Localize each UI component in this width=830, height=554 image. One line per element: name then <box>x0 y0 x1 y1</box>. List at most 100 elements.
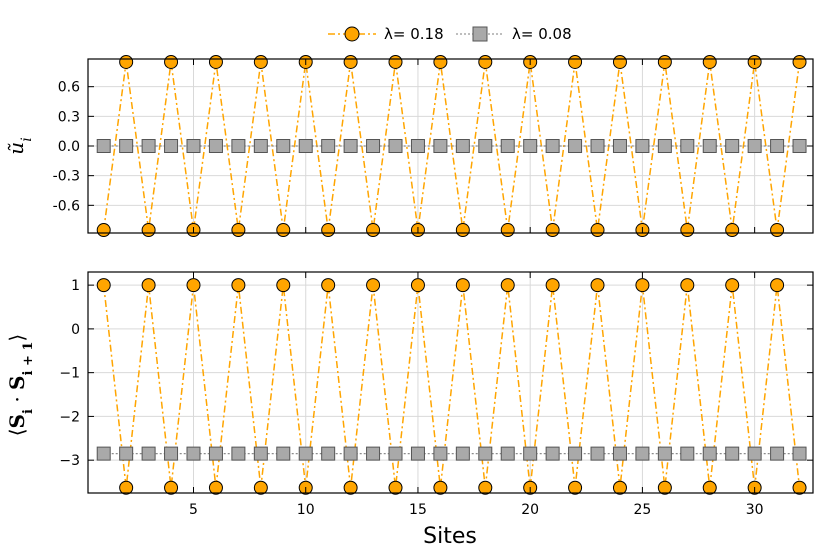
bottom-s1-point-26 <box>657 480 672 495</box>
top-s2-point-18 <box>478 139 493 153</box>
bottom-s1-point-1 <box>96 278 111 293</box>
legend-label-2: λ= 0.08 <box>512 25 572 43</box>
top-s1-point-28 <box>702 54 717 69</box>
legend: λ= 0.18 λ= 0.08 <box>328 25 572 43</box>
bottom-s2-point-30 <box>747 446 762 461</box>
top-s1-point-31 <box>770 223 785 238</box>
legend-label-1: λ= 0.18 <box>384 25 444 43</box>
bottom-s2-point-26 <box>657 446 672 461</box>
bottom-s2-point-13 <box>366 446 381 461</box>
top-s2-point-10 <box>298 139 313 153</box>
bottom-s1-point-21 <box>545 278 560 293</box>
top-s2-point-14 <box>388 139 403 153</box>
top-s1-point-1 <box>96 223 111 238</box>
bottom-s2-point-9 <box>276 446 291 461</box>
bottom-ytick-label-1: −2 <box>59 409 80 425</box>
top-s2-point-25 <box>635 139 650 153</box>
bottom-s2-point-19 <box>500 446 515 461</box>
top-s1-point-11 <box>321 223 336 238</box>
bottom-s2-point-32 <box>792 446 807 461</box>
bottom-s2-point-21 <box>545 446 560 461</box>
bottom-s1-point-3 <box>141 278 156 293</box>
bottom-s1-point-22 <box>568 480 583 495</box>
bottom-s1-point-13 <box>366 278 381 293</box>
top-s2-point-13 <box>366 139 381 153</box>
top-s2-point-7 <box>231 139 246 153</box>
bottom-s1-point-27 <box>680 278 695 293</box>
bottom-s2-point-11 <box>321 446 336 461</box>
bottom-xtick-label-20: 20 <box>521 502 539 518</box>
top-s2-point-9 <box>276 139 291 153</box>
top-s2-point-22 <box>568 139 583 153</box>
bottom-xtick-label-10: 10 <box>297 502 315 518</box>
bottom-s2-point-18 <box>478 446 493 461</box>
top-s2-point-30 <box>747 139 762 153</box>
top-panel-ticks: -0.6 -0.3 0.0 0.3 0.6 <box>53 59 813 233</box>
bottom-panel-series <box>96 278 807 495</box>
top-s1-point-3 <box>141 223 156 238</box>
top-s1-point-32 <box>792 54 807 69</box>
bottom-xtick-label-30: 30 <box>746 502 764 518</box>
top-s1-point-23 <box>590 223 605 238</box>
bottom-s2-point-14 <box>388 446 403 461</box>
bottom-s1-point-29 <box>725 278 740 293</box>
x-axis-title: Sites <box>423 524 477 549</box>
bottom-s2-point-17 <box>455 446 470 461</box>
top-ytick-label-0: -0.6 <box>53 198 80 214</box>
bottom-s1-point-19 <box>500 278 515 293</box>
bottom-xtick-label-25: 25 <box>633 502 651 518</box>
bottom-s1-point-23 <box>590 278 605 293</box>
top-s1-point-8 <box>253 54 268 69</box>
bottom-s1-point-4 <box>164 480 179 495</box>
top-s2-point-12 <box>343 139 358 153</box>
bottom-s1-point-15 <box>410 278 425 293</box>
top-s2-point-27 <box>680 139 695 153</box>
bottom-s2-point-15 <box>410 446 425 461</box>
top-s2-point-21 <box>545 139 560 153</box>
top-s1-point-12 <box>343 54 358 69</box>
top-s1-point-19 <box>500 223 515 238</box>
bottom-s2-point-28 <box>702 446 717 461</box>
bottom-s2-point-23 <box>590 446 605 461</box>
top-s1-point-4 <box>164 54 179 69</box>
top-s1-point-9 <box>276 223 291 238</box>
top-series-line-1 <box>102 61 801 231</box>
bottom-xtick-label-5: 5 <box>189 502 198 518</box>
top-ytick-label-4: 0.6 <box>58 80 80 96</box>
bottom-panel-frame <box>87 271 814 494</box>
bottom-s1-point-7 <box>231 278 246 293</box>
bottom-s2-point-12 <box>343 446 358 461</box>
bottom-s1-point-8 <box>253 480 268 495</box>
top-s2-point-26 <box>657 139 672 153</box>
bottom-s2-point-16 <box>433 446 448 461</box>
top-s1-point-7 <box>231 223 246 238</box>
top-s1-point-2 <box>119 54 134 69</box>
bottom-panel: 5 10 15 20 25 30 −3 −2 −1 0 1 ⟨Si · Si + 1⟩ Sites <box>5 271 814 549</box>
top-s1-point-14 <box>388 54 403 69</box>
legend-entry-1: λ= 0.18 <box>328 25 444 43</box>
bottom-s1-point-11 <box>321 278 336 293</box>
top-s1-point-6 <box>208 54 223 69</box>
top-s1-point-13 <box>366 223 381 238</box>
legend-entry-2: λ= 0.08 <box>456 25 572 43</box>
bottom-s2-point-1 <box>96 446 111 461</box>
bottom-s1-point-2 <box>119 480 134 495</box>
bottom-panel-ylabel: ⟨Si · Si + 1⟩ <box>5 334 36 437</box>
bottom-s2-point-25 <box>635 446 650 461</box>
top-s2-point-32 <box>792 139 807 153</box>
bottom-ytick-label-3: 0 <box>71 322 80 338</box>
bottom-s2-point-5 <box>186 446 201 461</box>
bottom-ytick-label-2: −1 <box>59 366 80 382</box>
top-ytick-label-3: 0.3 <box>58 109 80 125</box>
top-s2-point-11 <box>321 139 336 153</box>
top-s2-point-23 <box>590 139 605 153</box>
bottom-s2-point-4 <box>164 446 179 461</box>
bottom-s1-point-17 <box>455 278 470 293</box>
top-s2-point-16 <box>433 139 448 153</box>
top-ytick-label-2: 0.0 <box>58 139 80 155</box>
bottom-s1-point-16 <box>433 480 448 495</box>
top-s1-point-29 <box>725 223 740 238</box>
top-s1-point-24 <box>612 54 627 69</box>
top-s1-point-22 <box>568 54 583 69</box>
